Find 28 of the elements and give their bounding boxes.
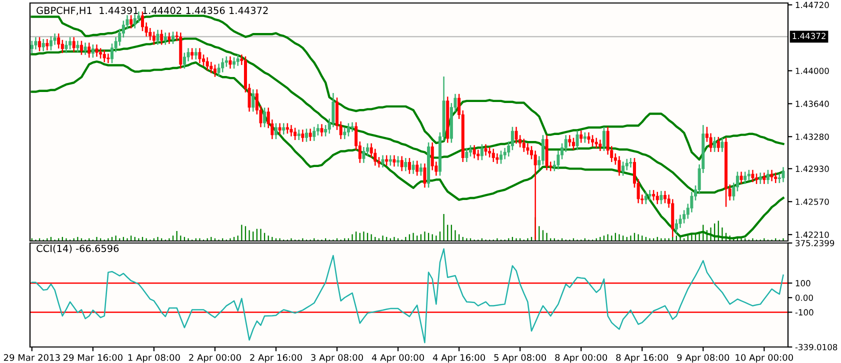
y-tick-label: 1.44000 [796,68,829,74]
y-tick-label: 1.42570 [796,198,829,205]
y-tick-label: 375.2399 [796,240,834,246]
x-tick-label: 2 Apr 00:00 [189,354,241,363]
y-tick-label: -100 [795,309,814,316]
x-tick-label: 29 Mar 16:00 [63,354,122,361]
x-tick-label: 4 Apr 16:00 [432,354,486,363]
x-tick-label: 1 Apr 08:00 [128,354,180,363]
ref-line-label: 1.44372 [792,32,826,40]
y-tick-label: 0.00 [795,294,813,301]
x-tick-label: 29 Mar 2013 [4,354,60,361]
y-tick-label: 100 [796,280,810,286]
x-tick-label: 2 Apr 16:00 [250,354,302,363]
x-tick-label: 8 Apr 16:00 [616,354,668,363]
x-tick-label: 5 Apr 08:00 [494,354,546,363]
x-tick-label: 4 Apr 00:00 [372,354,424,363]
x-tick-label: 9 Apr 08:00 [677,354,730,363]
x-tick-label: 10 Apr 00:00 [736,354,793,363]
y-tick-label: 1.43280 [796,134,829,140]
chart-title: GBPCHF,H1 1.44391 1.44402 1.44356 1.44372 [36,6,268,16]
chart-title: CCI(14) -66.6596 [36,244,119,254]
y-tick-label: -339.0108 [795,344,838,350]
x-tick-label: 3 Apr 08:00 [311,354,363,363]
y-tick-label: 1.43640 [796,100,829,107]
y-tick-label: 1.44720 [796,2,829,8]
y-tick-label: 1.42210 [796,232,829,238]
x-tick-label: 8 Apr 00:00 [555,354,608,363]
y-tick-label: 1.42930 [796,166,829,172]
